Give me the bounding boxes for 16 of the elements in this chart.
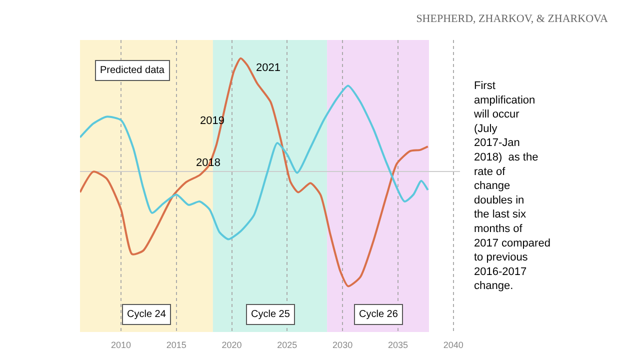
band-label: Cycle 24 (127, 309, 166, 320)
annotation: 2019 (200, 115, 224, 127)
x-tick-label: 2020 (222, 340, 242, 350)
x-tick-label: 2015 (166, 340, 186, 350)
annotation: 2021 (256, 62, 280, 74)
annotation: Predicted data (100, 65, 165, 76)
band-label: Cycle 26 (359, 309, 398, 320)
text: SHEPHERD, ZHARKOV, & ZHARKOVA (416, 13, 608, 26)
x-tick-label: 2035 (388, 340, 408, 350)
x-tick-label: 2040 (443, 340, 464, 350)
band-label: Cycle 25 (251, 309, 290, 320)
annotation: 2018 (196, 157, 220, 169)
x-tick-label: 2025 (277, 340, 298, 350)
x-tick-label: 2030 (332, 340, 353, 350)
text: First amplification will occur (July 2017-Jan 2018) as the rate of change doubles in the last six months of 2017 compared to previous 2016-2017 change. (474, 80, 550, 292)
x-tick-label: 2010 (110, 340, 132, 350)
